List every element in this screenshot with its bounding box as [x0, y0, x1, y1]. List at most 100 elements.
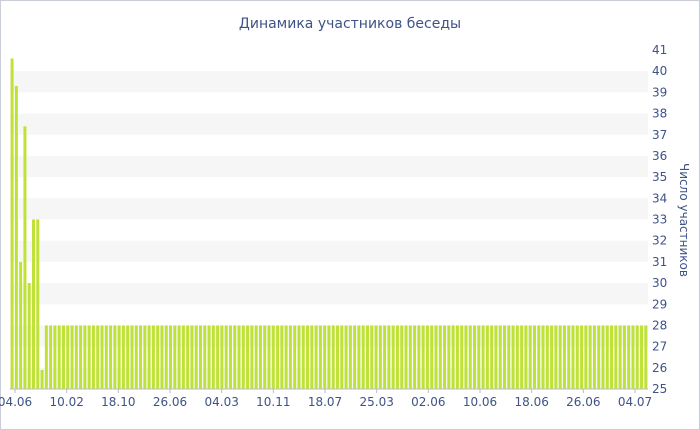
x-tick-label: 25.03	[359, 395, 393, 409]
bar	[173, 325, 177, 389]
bar	[537, 325, 541, 389]
bar	[87, 325, 91, 389]
grid-band	[10, 155, 648, 178]
bar	[378, 325, 382, 389]
bar	[618, 325, 622, 389]
bar	[348, 325, 352, 389]
bar	[177, 325, 181, 389]
bar	[610, 325, 614, 389]
bar	[164, 325, 168, 389]
bar	[443, 325, 447, 389]
bar	[477, 325, 481, 389]
bar	[481, 325, 485, 389]
x-tick-label: 10.02	[49, 395, 83, 409]
bar	[70, 325, 74, 389]
bar	[237, 325, 241, 389]
bar	[588, 325, 592, 389]
bar	[130, 325, 134, 389]
bar	[83, 325, 87, 389]
bar	[254, 325, 258, 389]
bar	[558, 325, 562, 389]
bar	[644, 325, 648, 389]
bar	[151, 325, 155, 389]
bar	[276, 325, 280, 389]
bar	[622, 325, 626, 389]
bar	[323, 325, 327, 389]
bar	[211, 325, 215, 389]
x-tick-labels: 04.06 10.02 18.10 26.06 04.03 10.11 18.07 25.03…	[0, 389, 652, 409]
bar	[503, 325, 506, 389]
bar	[614, 325, 618, 389]
bar	[627, 325, 631, 389]
grid-band	[10, 113, 648, 135]
bar	[49, 325, 53, 389]
bar	[190, 325, 194, 389]
bar	[113, 325, 117, 389]
x-tick-label: 18.10	[101, 395, 135, 409]
x-tick-label: 26.06	[566, 395, 600, 409]
bar	[490, 325, 494, 389]
y-tick-label: 41	[652, 43, 667, 57]
bar	[220, 325, 224, 389]
bar	[194, 325, 198, 389]
x-tick-label: 18.06	[514, 395, 548, 409]
bar	[631, 325, 635, 389]
bar	[61, 325, 65, 389]
bar	[216, 325, 220, 389]
y-tick-label: 38	[652, 107, 667, 121]
bar	[14, 86, 18, 390]
bar	[160, 325, 164, 389]
x-tick-label: 18.07	[308, 395, 342, 409]
bar	[207, 325, 211, 389]
bar	[400, 325, 404, 389]
bar	[515, 325, 519, 389]
bar	[57, 325, 61, 389]
chart-title: Динамика участников беседы	[239, 16, 461, 32]
bar	[91, 325, 95, 389]
bar	[532, 325, 536, 389]
bar	[370, 325, 374, 389]
bar	[10, 58, 14, 389]
bar	[117, 325, 121, 389]
bar	[447, 325, 451, 389]
bar	[156, 325, 160, 389]
bar	[374, 325, 378, 389]
bar	[147, 325, 151, 389]
bar	[19, 261, 23, 390]
bar	[306, 325, 310, 389]
bar	[297, 325, 301, 389]
bar	[387, 325, 391, 389]
bar	[40, 369, 44, 389]
bar	[36, 219, 40, 389]
bar	[241, 325, 245, 389]
bar	[554, 325, 558, 389]
y-tick-label: 35	[652, 170, 667, 184]
bar	[301, 325, 305, 389]
bar	[507, 325, 511, 389]
bar	[404, 325, 408, 389]
bar	[391, 325, 395, 389]
bar	[199, 325, 202, 389]
grid-band	[10, 198, 648, 220]
bar	[186, 325, 190, 389]
bar	[430, 325, 434, 389]
bar	[417, 325, 421, 389]
bar	[498, 325, 502, 389]
bar	[357, 325, 361, 389]
bar	[451, 325, 455, 389]
bar	[366, 325, 369, 389]
bar	[592, 325, 596, 389]
bar	[66, 325, 70, 389]
bar	[44, 325, 48, 389]
bar	[100, 325, 104, 389]
bar	[134, 325, 138, 389]
x-tick-label: 02.06	[411, 395, 445, 409]
bar	[562, 325, 566, 389]
y-tick-label: 37	[652, 128, 667, 142]
bar	[331, 325, 335, 389]
bar	[310, 325, 314, 389]
y-tick-label: 26	[652, 361, 667, 375]
bar	[181, 325, 185, 389]
x-tick-label: 26.06	[153, 395, 187, 409]
